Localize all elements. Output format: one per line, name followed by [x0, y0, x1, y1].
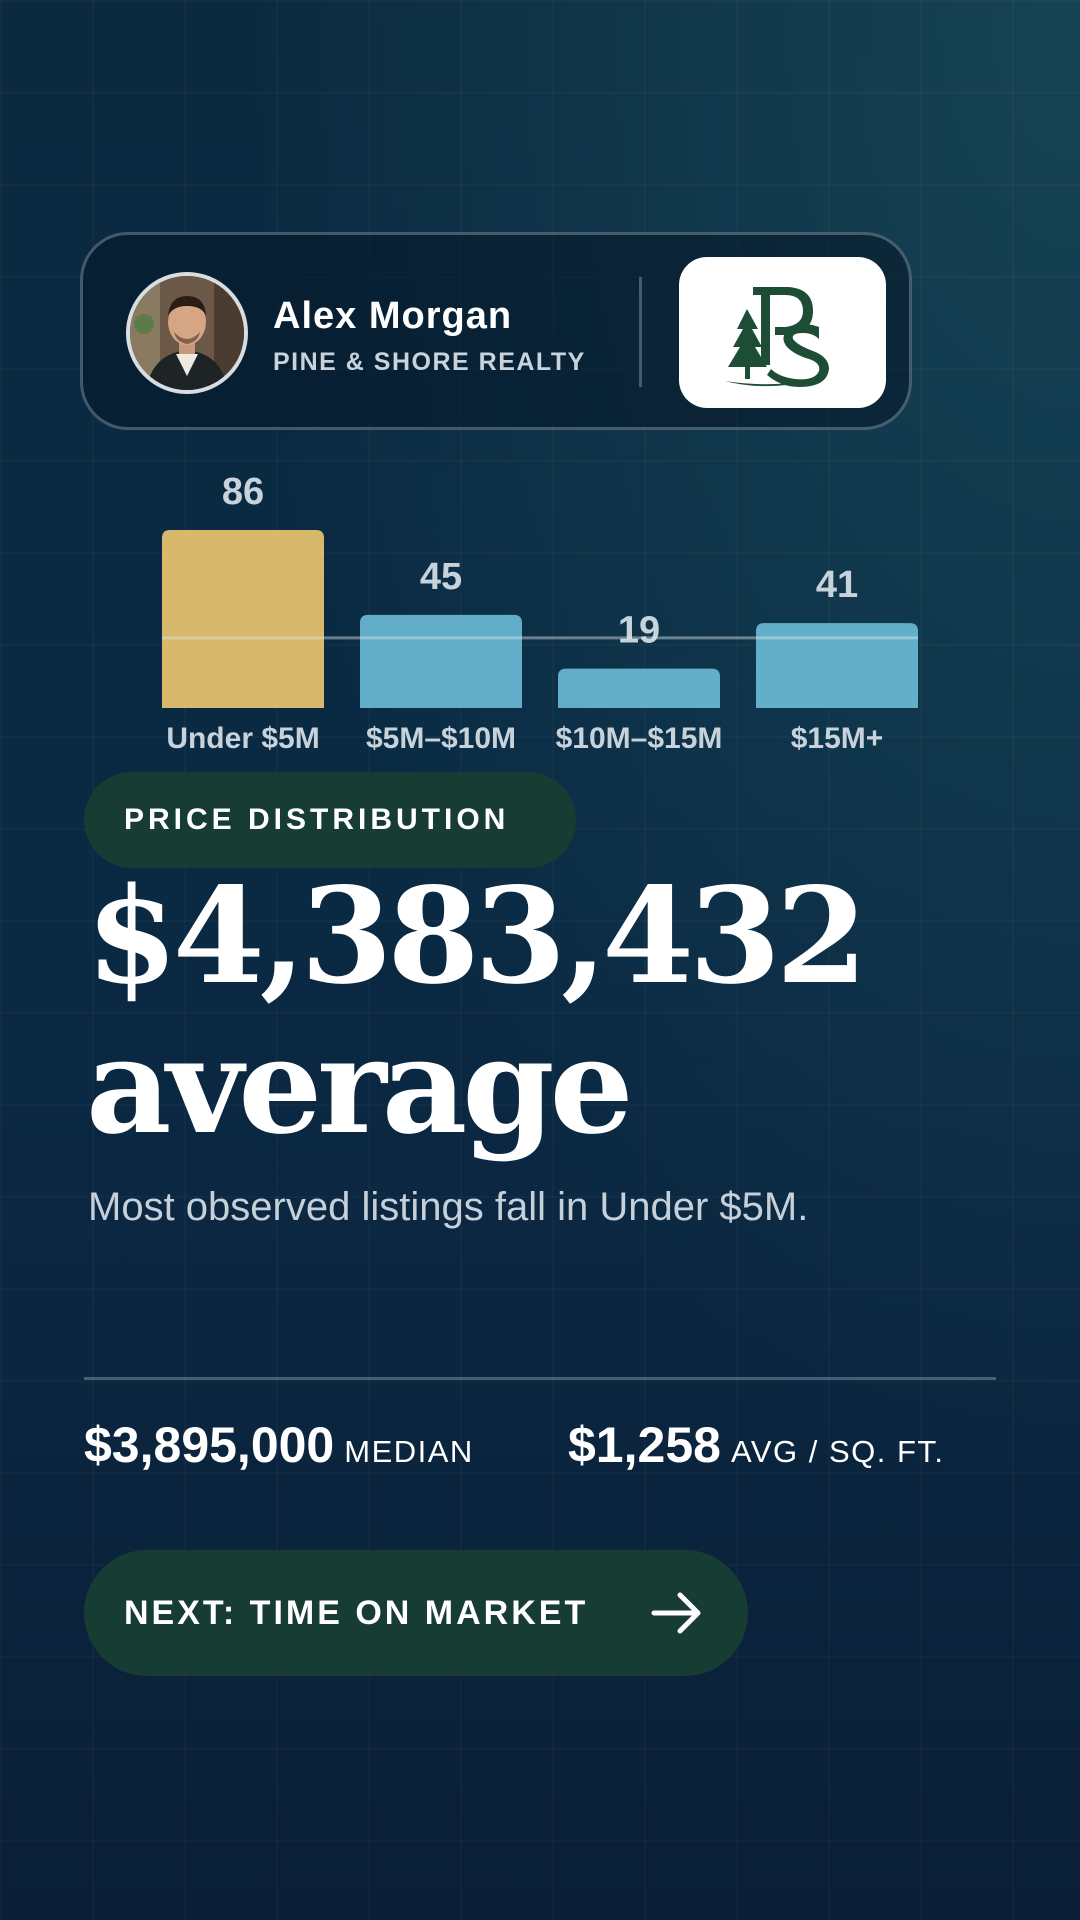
median-value: $3,895,000 [84, 1417, 335, 1473]
next-button-label: NEXT: TIME ON MARKET [124, 1594, 589, 1632]
bar-3 [756, 623, 918, 708]
stats-divider [84, 1377, 996, 1380]
average-price-suffix: average [86, 1009, 634, 1164]
person-portrait-icon [130, 276, 244, 390]
brokerage-logo [679, 257, 886, 408]
category-label-3: $15M+ [791, 722, 884, 755]
price-per-sqft-value: $1,258 [568, 1417, 721, 1473]
summary-subtitle: Most observed listings fall in Under $5M… [88, 1185, 809, 1229]
bar-1 [360, 614, 522, 708]
median-stat: $3,895,000 MEDIAN [84, 1416, 474, 1474]
agent-company: PINE & SHORE REALTY [273, 348, 586, 376]
avatar [126, 272, 248, 394]
bar-value-label-1: 45 [420, 556, 462, 598]
section-label-pill: PRICE DISTRIBUTION [84, 772, 576, 868]
arrow-right-icon [651, 1592, 701, 1634]
price-per-sqft-stat: $1,258 AVG / SQ. FT. [568, 1416, 945, 1474]
next-time-on-market-button[interactable]: NEXT: TIME ON MARKET [84, 1550, 748, 1676]
median-label: MEDIAN [344, 1434, 474, 1469]
average-price-headline: $4,383,432 average [86, 859, 868, 1164]
category-label-0: Under $5M [166, 722, 319, 755]
category-label-2: $10M–$15M [556, 722, 723, 755]
agent-card: Alex Morgan PINE & SHORE REALTY [80, 232, 912, 430]
average-price-value: $4,383,432 [86, 859, 868, 1014]
bar-2 [558, 668, 720, 708]
price-per-sqft-label: AVG / SQ. FT. [730, 1434, 945, 1469]
pine-shore-logo-icon [725, 287, 829, 387]
card-divider [639, 277, 642, 387]
section-label: PRICE DISTRIBUTION [124, 803, 510, 836]
category-label-1: $5M–$10M [366, 722, 516, 755]
bar-value-label-2: 19 [618, 610, 660, 652]
agent-name: Alex Morgan [273, 295, 513, 337]
bar-0 [162, 529, 324, 708]
bar-value-label-3: 41 [816, 564, 858, 606]
price-distribution-chart: 86 Under $5M 45 $5M–$10M 19 $10M–$15M 41 $15M+ [162, 471, 918, 755]
bar-value-label-0: 86 [222, 471, 264, 513]
